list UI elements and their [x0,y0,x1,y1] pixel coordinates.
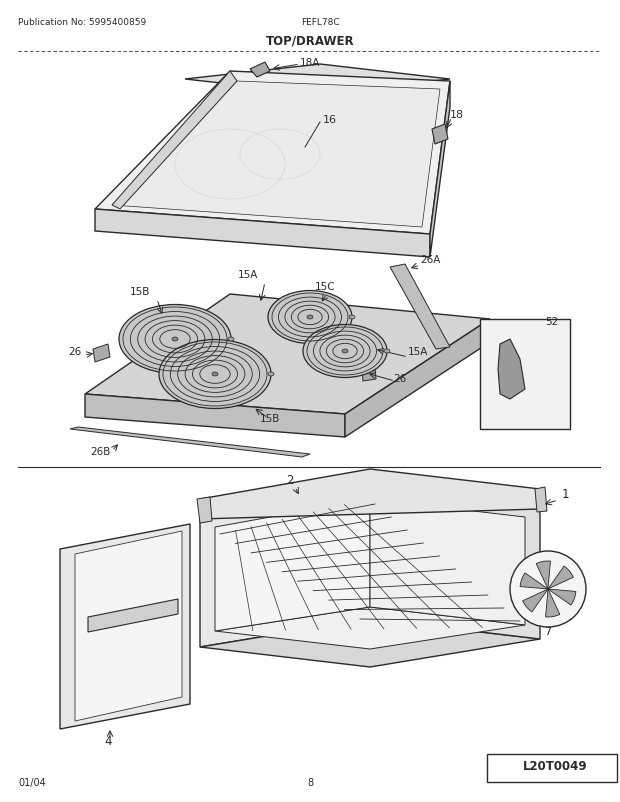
Polygon shape [250,63,270,78]
Polygon shape [185,65,450,95]
Polygon shape [200,469,540,520]
Text: 52: 52 [546,317,559,326]
Polygon shape [432,125,448,145]
Text: 18: 18 [450,110,464,119]
Polygon shape [70,427,310,457]
Ellipse shape [384,350,390,354]
Polygon shape [362,367,376,382]
Text: 8: 8 [307,777,313,787]
Polygon shape [498,339,525,399]
Text: 15A: 15A [408,346,428,357]
Wedge shape [546,589,560,618]
Polygon shape [112,82,440,228]
Text: 4: 4 [104,734,112,747]
Polygon shape [370,489,540,639]
Polygon shape [60,525,190,729]
Polygon shape [95,72,450,235]
Bar [480,320,570,429]
Polygon shape [215,607,525,649]
Polygon shape [197,497,212,524]
Ellipse shape [119,305,231,374]
Text: 01/04: 01/04 [18,777,46,787]
Text: 26: 26 [68,346,82,357]
Polygon shape [200,489,370,647]
Ellipse shape [228,338,234,342]
Text: 26: 26 [393,374,407,383]
Text: 7: 7 [544,626,552,636]
Text: Publication No: 5995400859: Publication No: 5995400859 [18,18,146,27]
Bar [487,754,617,782]
Ellipse shape [212,373,218,376]
Text: FEFL78C: FEFL78C [301,18,339,27]
Ellipse shape [172,338,178,342]
Polygon shape [215,500,370,631]
Text: 18A: 18A [300,58,321,68]
Text: 16: 16 [323,115,337,125]
Ellipse shape [303,325,387,378]
Text: 1: 1 [561,488,569,500]
Ellipse shape [307,316,313,320]
Polygon shape [75,532,182,721]
Text: 26A: 26A [420,255,440,265]
Wedge shape [523,589,548,612]
Ellipse shape [349,316,355,320]
Polygon shape [112,72,237,210]
Ellipse shape [268,373,274,376]
Polygon shape [345,320,490,437]
Text: 15B: 15B [130,286,150,297]
Polygon shape [85,395,345,437]
Text: L20T0049: L20T0049 [523,759,587,772]
Polygon shape [370,500,525,626]
Polygon shape [390,265,450,350]
Text: 15C: 15C [315,282,335,292]
Polygon shape [85,294,490,415]
Ellipse shape [159,340,271,409]
Polygon shape [93,345,110,363]
Wedge shape [548,589,576,606]
Text: 15B: 15B [260,414,280,423]
Circle shape [510,551,586,627]
Polygon shape [430,82,450,257]
Polygon shape [200,619,540,667]
Text: TOP/DRAWER: TOP/DRAWER [266,35,354,48]
Ellipse shape [268,291,352,344]
Text: 15A: 15A [238,269,258,280]
Text: 2: 2 [286,473,294,486]
Ellipse shape [342,350,348,354]
Wedge shape [520,573,548,589]
Polygon shape [535,488,547,512]
Polygon shape [95,210,430,257]
Wedge shape [536,561,551,589]
Text: 26B: 26B [90,447,110,456]
Wedge shape [548,566,574,589]
Polygon shape [88,599,178,632]
